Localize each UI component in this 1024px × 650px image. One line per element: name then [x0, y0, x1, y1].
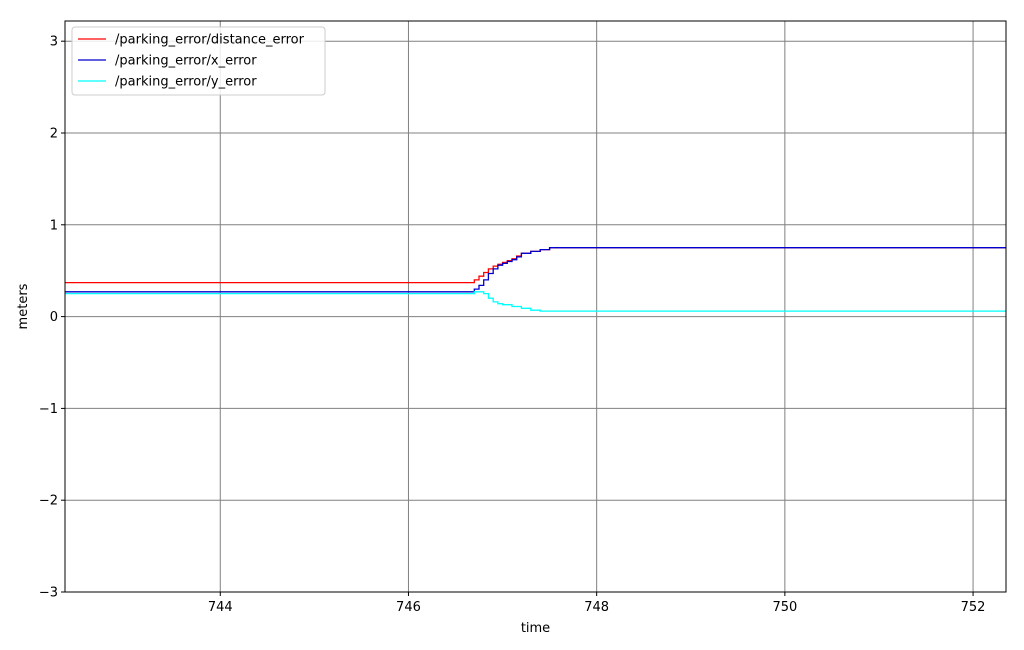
x-tick-label: 744 — [208, 600, 233, 615]
legend: /parking_error/distance_error/parking_er… — [71, 26, 326, 96]
series-line-3 — [65, 291, 1006, 312]
series-lines — [65, 247, 1006, 312]
series-line-2 — [65, 247, 1006, 293]
y-tick-label: 3 — [50, 35, 58, 50]
x-tick-label: 748 — [584, 600, 609, 615]
legend-label: /parking_error/y_error — [115, 75, 257, 90]
legend-box — [71, 26, 326, 96]
x-axis-label: time — [521, 621, 550, 636]
y-tick-label: 2 — [50, 126, 58, 141]
y-axis-label: meters — [16, 283, 31, 329]
y-tick-label: −3 — [39, 586, 58, 601]
y-tick-label: 1 — [50, 218, 58, 233]
legend-label: /parking_error/x_error — [115, 54, 257, 69]
x-tick-label: 746 — [396, 600, 421, 615]
y-tick-label: −1 — [39, 402, 58, 417]
legend-label: /parking_error/distance_error — [115, 33, 305, 48]
y-tick-label: 0 — [50, 310, 58, 325]
y-tick-label: −2 — [39, 494, 58, 509]
plot-frame — [64, 20, 1007, 593]
x-tick-label: 750 — [772, 600, 797, 615]
axis-ticks: 744 746 748 750 752 −3 −2 −1 0 1 2 3 — [39, 35, 986, 615]
x-tick-label: 752 — [961, 600, 986, 615]
